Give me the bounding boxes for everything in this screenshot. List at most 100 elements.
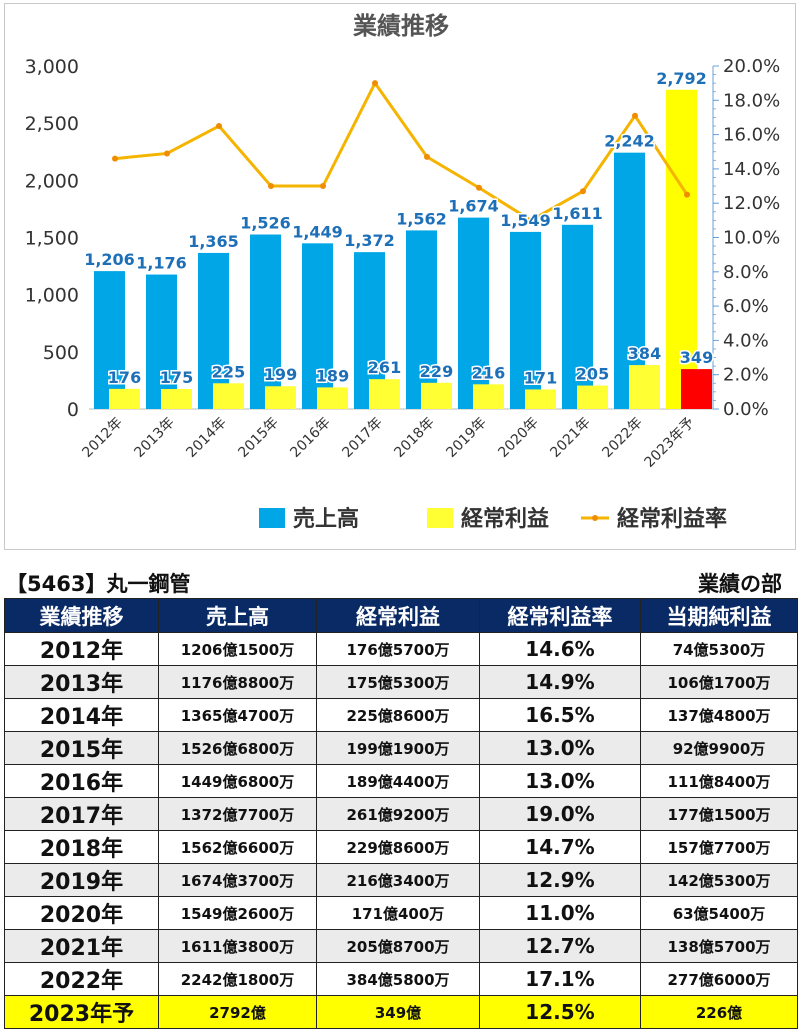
sales-bar bbox=[94, 271, 125, 409]
row-profit-rate: 14.7% bbox=[479, 830, 641, 864]
row-year: 2019年 bbox=[4, 863, 159, 897]
profit-data-label: 225 bbox=[212, 362, 245, 381]
row-year: 2023年予 bbox=[4, 995, 159, 1029]
table-row: 2023年予 2792億 349億 12.5% 226億 bbox=[4, 995, 798, 1029]
profit-data-label: 176 bbox=[108, 368, 141, 387]
performance-table: 業績推移 売上高 経常利益 経常利益率 当期純利益 2012年 1206億1500… bbox=[4, 598, 798, 1029]
row-ordinary-profit: 205億8700万 bbox=[316, 929, 480, 963]
sales-bar bbox=[666, 89, 697, 409]
row-sales: 1365億4700万 bbox=[158, 698, 317, 732]
chart-title: 業績推移 bbox=[353, 12, 449, 40]
col-header-profit-rate: 経常利益率 bbox=[479, 598, 641, 633]
left-tick-label: 3,000 bbox=[25, 56, 79, 78]
sales-data-label: 1,674 bbox=[448, 197, 499, 216]
right-tick-label: 16.0% bbox=[723, 125, 780, 146]
performance-chart: 業績推移 0 500 1,000 1,500 2,000 2,500 3,000 0.0% 2.0… bbox=[25, 12, 781, 532]
table-row: 2012年 1206億1500万 176億5700万 14.6% 74億5300万 bbox=[4, 632, 798, 666]
table-row: 2021年 1611億3800万 205億8700万 12.7% 138億5700万 bbox=[4, 929, 798, 963]
profit-data-label: 189 bbox=[316, 366, 349, 385]
col-header-period: 業績推移 bbox=[4, 598, 159, 633]
sales-data-label: 1,562 bbox=[396, 209, 447, 228]
row-ordinary-profit: 384億5800万 bbox=[316, 962, 480, 996]
profit-rate-point bbox=[372, 80, 378, 87]
row-ordinary-profit: 216億3400万 bbox=[316, 863, 480, 897]
row-year: 2017年 bbox=[4, 797, 159, 831]
sales-data-label: 1,372 bbox=[344, 231, 395, 250]
table-header-row: 業績推移 売上高 経常利益 経常利益率 当期純利益 bbox=[4, 598, 798, 633]
left-tick-label: 2,500 bbox=[25, 113, 79, 135]
category-label: 2012年 bbox=[79, 415, 125, 461]
row-net-income: 74億5300万 bbox=[640, 632, 798, 666]
profit-data-label: 171 bbox=[524, 368, 557, 387]
legend-label-sales: 売上高 bbox=[293, 506, 359, 532]
sales-data-label: 1,549 bbox=[500, 211, 551, 230]
ordinary-profit-bar bbox=[109, 388, 140, 409]
sales-data-label: 1,365 bbox=[188, 232, 239, 251]
legend-label-profit: 経常利益 bbox=[461, 506, 549, 532]
row-net-income: 63億5400万 bbox=[640, 896, 798, 930]
right-tick-label: 2.0% bbox=[723, 365, 769, 386]
table-row: 2018年 1562億6600万 229億8600万 14.7% 157億7700万 bbox=[4, 830, 798, 864]
profit-rate-point bbox=[684, 191, 690, 198]
row-year: 2016年 bbox=[4, 764, 159, 798]
sales-data-label: 1,449 bbox=[292, 222, 343, 241]
profit-rate-point bbox=[580, 188, 586, 195]
right-tick-label: 20.0% bbox=[723, 56, 780, 77]
section-label: 業績の部 bbox=[698, 572, 782, 596]
row-profit-rate: 12.5% bbox=[479, 995, 641, 1029]
row-ordinary-profit: 199億1900万 bbox=[316, 731, 480, 765]
category-label: 2022年 bbox=[599, 415, 645, 461]
profit-data-label: 229 bbox=[420, 362, 453, 381]
row-ordinary-profit: 229億8600万 bbox=[316, 830, 480, 864]
category-label: 2016年 bbox=[287, 415, 333, 461]
category-label: 2019年 bbox=[443, 415, 489, 461]
row-net-income: 177億1500万 bbox=[640, 797, 798, 831]
row-year: 2020年 bbox=[4, 896, 159, 930]
profit-data-label: 205 bbox=[576, 365, 609, 384]
left-tick-label: 500 bbox=[43, 342, 79, 364]
ordinary-profit-bar bbox=[265, 386, 296, 409]
table-row: 2016年 1449億6800万 189億4400万 13.0% 111億8400万 bbox=[4, 764, 798, 798]
row-year: 2015年 bbox=[4, 731, 159, 765]
category-label: 2013年 bbox=[131, 415, 177, 461]
row-year: 2021年 bbox=[4, 929, 159, 963]
left-tick-label: 0 bbox=[67, 399, 79, 421]
row-profit-rate: 11.0% bbox=[479, 896, 641, 930]
sales-bar bbox=[406, 230, 437, 409]
row-sales: 2792億 bbox=[158, 995, 317, 1029]
sales-bar bbox=[250, 234, 281, 409]
row-profit-rate: 17.1% bbox=[479, 962, 641, 996]
legend-label-rate: 経常利益率 bbox=[617, 506, 727, 532]
row-sales: 1372億7700万 bbox=[158, 797, 317, 831]
table-row: 2014年 1365億4700万 225億8600万 16.5% 137億4800万 bbox=[4, 698, 798, 732]
table-header-line: 【5463】丸一鋼管 業績の部 bbox=[0, 568, 800, 598]
sales-data-label: 2,792 bbox=[656, 69, 707, 88]
sales-data-label: 2,242 bbox=[604, 132, 655, 151]
ordinary-profit-bar bbox=[213, 383, 244, 409]
row-net-income: 142億5300万 bbox=[640, 863, 798, 897]
ordinary-profit-bar bbox=[629, 365, 660, 409]
right-tick-label: 6.0% bbox=[723, 296, 769, 317]
row-net-income: 137億4800万 bbox=[640, 698, 798, 732]
table-row: 2013年 1176億8800万 175億5300万 14.9% 106億1700万 bbox=[4, 665, 798, 699]
sales-bar bbox=[198, 252, 229, 409]
profit-data-label: 261 bbox=[368, 358, 401, 377]
left-tick-label: 1,000 bbox=[25, 285, 79, 307]
row-ordinary-profit: 175億5300万 bbox=[316, 665, 480, 699]
row-ordinary-profit: 189億4400万 bbox=[316, 764, 480, 798]
profit-rate-point bbox=[268, 183, 274, 190]
sales-bar bbox=[510, 231, 541, 409]
row-net-income: 111億8400万 bbox=[640, 764, 798, 798]
sales-data-label: 1,206 bbox=[84, 250, 135, 269]
profit-rate-line bbox=[114, 80, 689, 223]
row-net-income: 277億6000万 bbox=[640, 962, 798, 996]
row-sales: 1449億6800万 bbox=[158, 764, 317, 798]
ordinary-profit-bar bbox=[369, 379, 400, 409]
row-profit-rate: 14.6% bbox=[479, 632, 641, 666]
category-label: 2015年 bbox=[235, 415, 281, 461]
row-ordinary-profit: 349億 bbox=[316, 995, 480, 1029]
row-ordinary-profit: 225億8600万 bbox=[316, 698, 480, 732]
row-net-income: 138億5700万 bbox=[640, 929, 798, 963]
sales-bar bbox=[302, 243, 333, 409]
profit-data-label: 349 bbox=[680, 348, 713, 367]
